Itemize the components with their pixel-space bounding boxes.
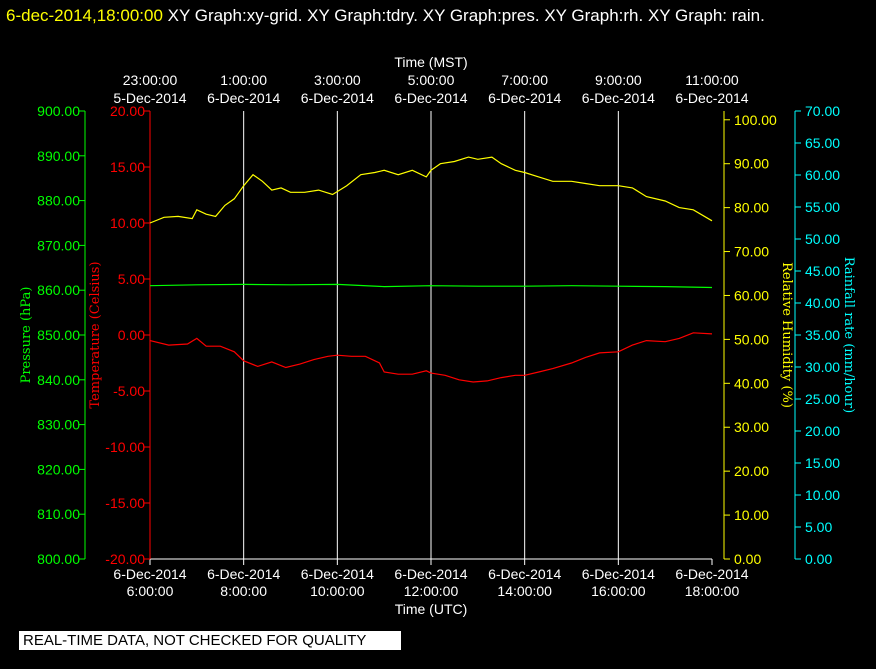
rain-tick-label: 45.00: [805, 263, 840, 279]
rain-tick-label: 0.00: [805, 551, 832, 567]
x-top-tick-label-date: 5-Dec-2014: [113, 90, 186, 106]
humidity-tick-label: 70.00: [734, 244, 769, 260]
x-top-axis-title: Time (MST): [394, 54, 467, 70]
rain-tick-label: 10.00: [805, 487, 840, 503]
temperature-tick-label: -15.00: [105, 495, 145, 511]
x-tick-label-time: 16:00:00: [591, 583, 646, 599]
humidity-tick-label: 40.00: [734, 375, 769, 391]
pressure-tick-label: 840.00: [37, 372, 80, 388]
plot-series: [149, 156, 713, 383]
humidity-tick-label: 80.00: [734, 200, 769, 216]
x-top-tick-label-date: 6-Dec-2014: [207, 90, 280, 106]
humidity-tick-label: 100.00: [734, 112, 777, 128]
x-top-tick-label-time: 7:00:00: [501, 72, 548, 88]
temperature-tick-label: 10.00: [110, 215, 145, 231]
humidity-tick-label: 0.00: [734, 551, 761, 567]
rain-tick-label: 55.00: [805, 199, 840, 215]
x-tick-label-time: 6:00:00: [127, 583, 174, 599]
humidity-axis-title: Relative Humidity (%): [779, 262, 794, 408]
rain-tick-label: 60.00: [805, 167, 840, 183]
temperature-tick-label: -10.00: [105, 439, 145, 455]
rain-tick-label: 5.00: [805, 519, 832, 535]
rain-tick-label: 40.00: [805, 295, 840, 311]
x-top-tick-label-time: 5:00:00: [408, 72, 455, 88]
x-axis-title: Time (UTC): [395, 601, 468, 617]
x-top-tick-label-date: 6-Dec-2014: [394, 90, 467, 106]
humidity-tick-label: 30.00: [734, 419, 769, 435]
temperature-tick-label: -20.00: [105, 551, 145, 567]
x-top-tick-label-date: 6-Dec-2014: [488, 90, 561, 106]
temperature-tick-label: 20.00: [110, 103, 145, 119]
temperature-tick-label: 15.00: [110, 159, 145, 175]
plot-labels: 6-Dec-20146:00:006-Dec-20148:00:006-Dec-…: [19, 54, 856, 617]
rain-tick-label: 30.00: [805, 359, 840, 375]
humidity-tick-label: 10.00: [734, 507, 769, 523]
humidity-tick-label: 90.00: [734, 156, 769, 172]
x-top-tick-label-time: 11:00:00: [685, 72, 739, 88]
temperature-tick-label: -5.00: [113, 383, 145, 399]
x-tick-label-date: 6-Dec-2014: [582, 566, 655, 582]
pressure-tick-label: 890.00: [37, 148, 80, 164]
x-tick-label-date: 6-Dec-2014: [301, 566, 374, 582]
rain-tick-label: 65.00: [805, 135, 840, 151]
pressure-series-line: [149, 283, 713, 289]
pressure-tick-label: 820.00: [37, 461, 80, 477]
pressure-tick-label: 850.00: [37, 327, 80, 343]
title-graph-list: XY Graph:xy-grid. XY Graph:tdry. XY Grap…: [162, 6, 765, 25]
rain-tick-label: 35.00: [805, 327, 840, 343]
pressure-tick-label: 810.00: [37, 506, 80, 522]
temperature-tick-label: 5.00: [118, 271, 145, 287]
temperature-series-line: [149, 332, 713, 383]
x-tick-label-date: 6-Dec-2014: [488, 566, 561, 582]
pressure-tick-label: 870.00: [37, 237, 80, 253]
x-top-tick-label-date: 6-Dec-2014: [582, 90, 655, 106]
x-top-tick-label-time: 1:00:00: [220, 72, 267, 88]
pressure-tick-label: 880.00: [37, 193, 80, 209]
x-tick-label-time: 14:00:00: [497, 583, 552, 599]
x-top-tick-label-time: 3:00:00: [314, 72, 361, 88]
pressure-tick-label: 830.00: [37, 417, 80, 433]
pressure-tick-label: 860.00: [37, 282, 80, 298]
rain-tick-label: 70.00: [805, 103, 840, 119]
x-tick-label-date: 6-Dec-2014: [207, 566, 280, 582]
x-top-tick-label-date: 6-Dec-2014: [675, 90, 748, 106]
x-top-tick-label-time: 23:00:00: [123, 72, 178, 88]
quality-banner: REAL-TIME DATA, NOT CHECKED FOR QUALITY: [19, 631, 401, 650]
x-tick-label-time: 18:00:00: [685, 583, 740, 599]
plot-axes: [79, 110, 801, 565]
humidity-tick-label: 50.00: [734, 331, 769, 347]
x-tick-label-date: 6-Dec-2014: [675, 566, 748, 582]
x-tick-label-time: 10:00:00: [310, 583, 365, 599]
rain-axis-title: Rainfall rate (mm/hour): [841, 257, 856, 413]
graph-title: 6-dec-2014,18:00:00 XY Graph:xy-grid. XY…: [6, 2, 866, 30]
temperature-tick-label: 0.00: [118, 327, 145, 343]
humidity-series-line: [149, 156, 713, 224]
title-timestamp: 6-dec-2014,18:00:00: [6, 6, 163, 25]
x-tick-label-date: 6-Dec-2014: [394, 566, 467, 582]
rain-tick-label: 15.00: [805, 455, 840, 471]
pressure-axis-title: Pressure (hPa): [19, 287, 34, 384]
x-tick-label-date: 6-Dec-2014: [113, 566, 186, 582]
pressure-tick-label: 800.00: [37, 551, 80, 567]
humidity-tick-label: 20.00: [734, 463, 769, 479]
humidity-tick-label: 60.00: [734, 287, 769, 303]
rain-tick-label: 50.00: [805, 231, 840, 247]
rain-tick-label: 20.00: [805, 423, 840, 439]
temperature-axis-title: Temperature (Celsius): [88, 261, 103, 408]
plot-grid: [243, 111, 619, 559]
x-tick-label-time: 12:00:00: [404, 583, 459, 599]
rain-tick-label: 25.00: [805, 391, 840, 407]
x-top-tick-label-time: 9:00:00: [595, 72, 642, 88]
pressure-tick-label: 900.00: [37, 103, 80, 119]
x-top-tick-label-date: 6-Dec-2014: [301, 90, 374, 106]
x-tick-label-time: 8:00:00: [220, 583, 267, 599]
